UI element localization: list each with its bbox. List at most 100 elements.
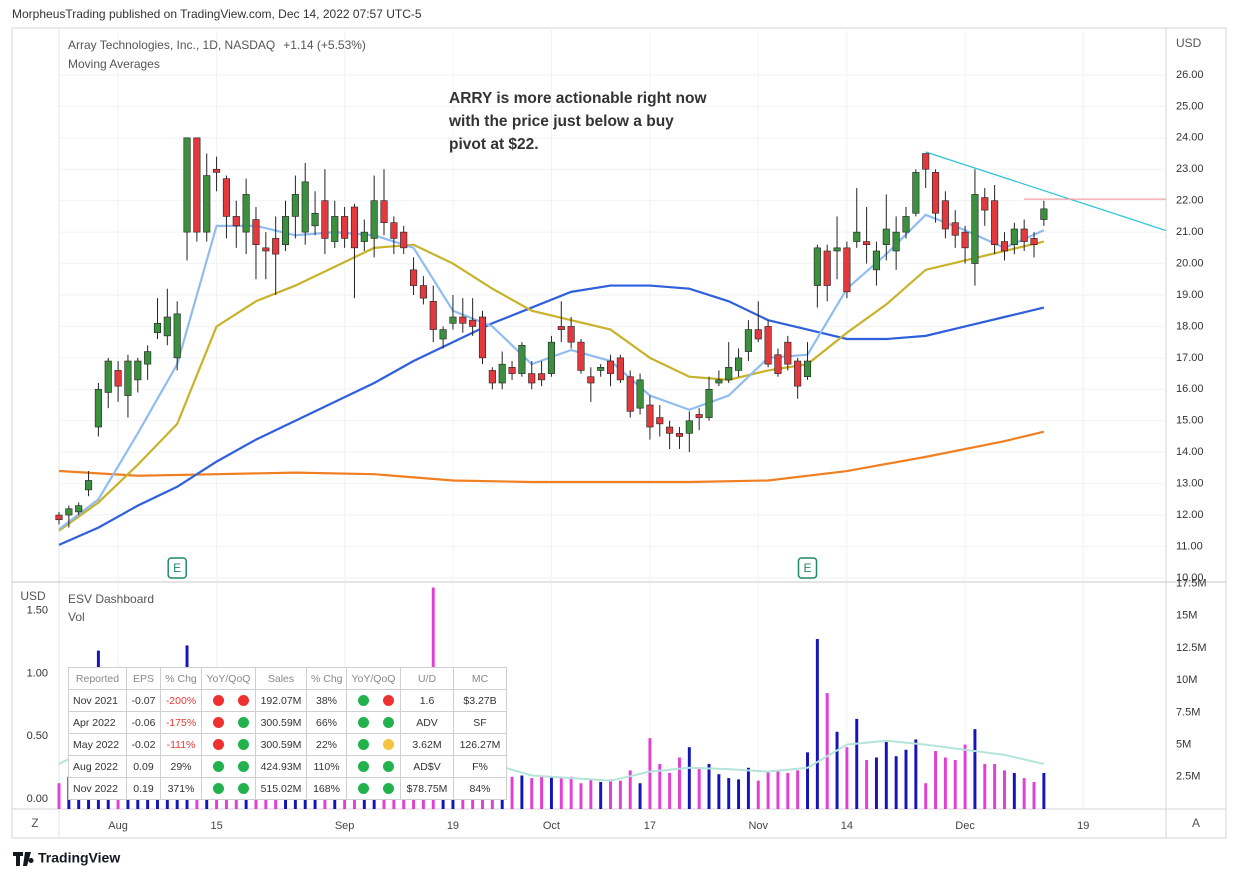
status-dot xyxy=(238,717,249,729)
candle-body xyxy=(695,414,703,418)
table-cell: 22% xyxy=(306,733,347,756)
x-tick-label: 19 xyxy=(447,820,459,832)
earnings-marker xyxy=(797,557,818,579)
table-cell: -0.07 xyxy=(126,689,161,712)
candle-body xyxy=(134,360,142,381)
y-tick-label: 18.00 xyxy=(1176,320,1204,332)
candle-body xyxy=(863,241,871,246)
candle-body xyxy=(1020,228,1028,242)
candle-body xyxy=(872,250,880,271)
volume-bar xyxy=(707,763,711,809)
candle-body xyxy=(488,370,496,384)
candle-body xyxy=(882,228,890,246)
candle-body xyxy=(784,341,792,365)
candle-body xyxy=(794,360,802,387)
candle-body xyxy=(144,351,152,365)
status-dot xyxy=(213,739,224,751)
annotation: ARRY is more actionable right now xyxy=(449,90,707,107)
volume-bar xyxy=(865,760,869,809)
symbol: Array Technologies, Inc., 1D, NASDAQ xyxy=(68,38,275,52)
candle-body xyxy=(774,354,782,374)
volume-bar xyxy=(835,731,839,809)
y-unit: USD xyxy=(1176,36,1202,50)
candle-body xyxy=(587,376,595,384)
volume-bar xyxy=(806,752,809,809)
volume-bar xyxy=(697,767,701,809)
table-cell: Nov 2021 xyxy=(68,689,127,712)
moving-line xyxy=(58,284,1045,546)
candle-body xyxy=(478,316,487,359)
candle-body xyxy=(991,200,999,246)
status-dot xyxy=(213,695,224,707)
y-tick-label: 20.00 xyxy=(1176,257,1204,269)
status-cell xyxy=(201,689,256,712)
volume-bar xyxy=(924,783,928,809)
table-cell: 168% xyxy=(306,777,347,800)
table-row: Nov 2021 -0.07 -200% 192.07M 38% 1.6 $3.27B xyxy=(68,689,507,712)
logo xyxy=(13,852,34,866)
volume-bar xyxy=(628,770,632,809)
y2-tick-label: 17.5M xyxy=(1176,578,1207,590)
candle-body xyxy=(419,285,427,299)
candle-body xyxy=(656,417,664,425)
candle-body xyxy=(508,366,516,374)
volume-bar xyxy=(609,779,613,809)
dashboard-table: Reported EPS% Chg YoY/QoQ Sales% Chg YoY/QoQ… xyxy=(68,667,507,800)
frame xyxy=(11,27,1227,839)
volume-bar xyxy=(815,639,819,809)
status-cell xyxy=(201,777,256,800)
y-tick-label: 1.50 xyxy=(27,605,48,617)
volume-bar xyxy=(540,775,544,809)
column-header: % Chg xyxy=(160,667,202,690)
y-tick-label: 10.00 xyxy=(1176,572,1204,584)
column-header: EPS xyxy=(126,667,161,690)
earnings-label: E xyxy=(803,561,811,575)
candle-body xyxy=(400,231,408,249)
candle-body xyxy=(331,216,339,242)
annotation: with the price just below a buy xyxy=(448,113,674,130)
table-body: Nov 2021 -0.07 -200% 192.07M 38% 1.6 $3.27B Apr… xyxy=(68,689,507,800)
table-cell: AD$V xyxy=(400,755,454,778)
candle-body xyxy=(981,197,989,211)
y-tick-label: 23.00 xyxy=(1176,163,1204,175)
table-cell: Nov 2022 xyxy=(68,777,127,800)
plot-layer: 10.00 11.00 12.00 13.00 14.00 15.00 16.00 17.00… xyxy=(27,30,1207,832)
table-cell: 1.6 xyxy=(400,689,454,712)
y2-tick-label: 12.5M xyxy=(1176,642,1207,654)
y2-tick-label: 5M xyxy=(1176,739,1191,751)
y2-tick-label: 15M xyxy=(1176,610,1197,622)
volume-bar xyxy=(589,779,593,809)
footer-brand: TradingView xyxy=(38,850,120,866)
volume-bar xyxy=(983,763,987,809)
zoom-button[interactable]: Z xyxy=(31,816,38,830)
status-cell xyxy=(346,689,401,712)
candle-body xyxy=(646,404,654,428)
y-tick-label: 22.00 xyxy=(1176,195,1204,207)
y2-tick-label: 7.5M xyxy=(1176,706,1200,718)
volume-bar xyxy=(1042,772,1046,809)
candle-body xyxy=(124,360,132,396)
table-cell: 84% xyxy=(453,777,507,800)
candle-body xyxy=(410,269,418,286)
indicator-name: Moving Averages xyxy=(68,57,160,71)
volume-bar xyxy=(559,778,563,809)
y2-tick-label: 10M xyxy=(1176,674,1197,686)
volume-bar xyxy=(766,771,770,809)
x-tick-label: Aug xyxy=(108,820,128,832)
candle-body xyxy=(744,329,752,352)
auto-scale-button[interactable]: A xyxy=(1192,816,1200,830)
table-cell: -200% xyxy=(160,689,202,712)
column-header: YoY/QoQ xyxy=(201,667,256,690)
y-tick-label: 25.00 xyxy=(1176,100,1204,112)
y-tick-label: 1.00 xyxy=(27,667,48,679)
x-tick-label: 19 xyxy=(1077,820,1089,832)
status-dot xyxy=(383,695,394,707)
candle-body xyxy=(262,247,270,252)
status-dot xyxy=(383,761,394,773)
candle-body xyxy=(213,168,221,173)
column-header: U/D xyxy=(400,667,454,690)
volume-bar xyxy=(786,772,790,809)
status-cell xyxy=(346,755,401,778)
candle-body xyxy=(232,216,240,227)
candle-body xyxy=(84,480,93,491)
